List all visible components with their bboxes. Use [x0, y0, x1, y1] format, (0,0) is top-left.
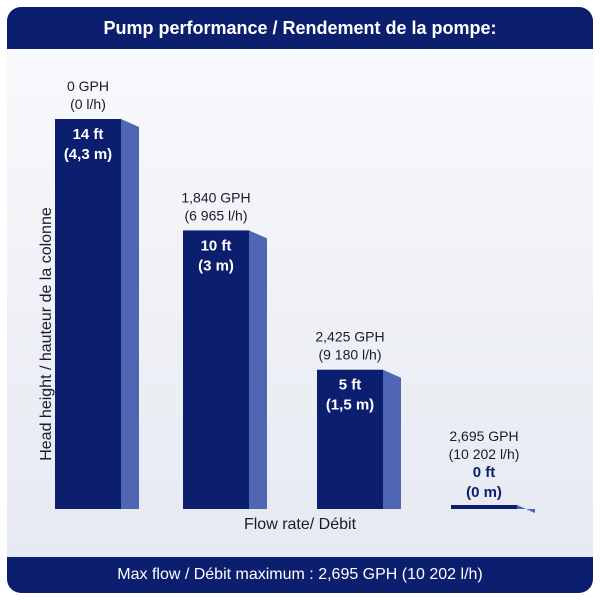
bar-category-sublabel-2: (6 965 l/h) — [184, 207, 247, 223]
bar-value-label-1: 14 ft — [73, 126, 104, 143]
bar-category-sublabel-3: (9 180 l/h) — [318, 347, 381, 363]
bar-chart: 14 ft (4,3 m) 0 GPH (0 l/h) 10 ft (3 m) 1,840 … — [55, 78, 535, 513]
bar-side-4 — [517, 505, 535, 513]
y-axis-label: Head height / hauteur de la colonne — [38, 207, 55, 461]
x-axis-label: Flow rate/ Débit — [243, 516, 357, 533]
bar-value-label-4: 0 ft — [473, 464, 496, 481]
bar-category-label-2: 1,840 GPH — [181, 189, 250, 205]
bar-2 — [183, 230, 249, 509]
bar-side-1 — [121, 119, 139, 509]
bar-value-sublabel-2: (3 m) — [198, 257, 234, 274]
bar-value-label-2: 10 ft — [201, 237, 232, 254]
bar-1 — [55, 119, 121, 509]
chart-frame: Pump performance / Rendement de la pompe… — [7, 7, 593, 593]
chart-title: Pump performance / Rendement de la pompe… — [7, 7, 593, 49]
bar-category-sublabel-4: (10 202 l/h) — [449, 446, 520, 462]
bar-value-sublabel-3: (1,5 m) — [326, 397, 374, 414]
max-flow-footer: Max flow / Débit maximum : 2,695 GPH (10… — [7, 557, 593, 593]
plot-area: 14 ft (4,3 m) 0 GPH (0 l/h) 10 ft (3 m) 1,840 … — [7, 49, 593, 557]
bar-side-2 — [249, 230, 267, 509]
bar-value-sublabel-1: (4,3 m) — [64, 146, 112, 163]
bar-3 — [317, 369, 383, 509]
bar-category-label-3: 2,425 GPH — [315, 329, 384, 345]
bar-category-label-4: 2,695 GPH — [449, 428, 518, 444]
bar-value-sublabel-4: (0 m) — [466, 484, 502, 501]
bar-4 — [451, 505, 517, 509]
bar-category-label-1: 0 GPH — [67, 78, 109, 94]
bar-side-3 — [383, 369, 401, 509]
bar-category-sublabel-1: (0 l/h) — [70, 96, 106, 112]
bar-value-label-3: 5 ft — [339, 377, 362, 394]
